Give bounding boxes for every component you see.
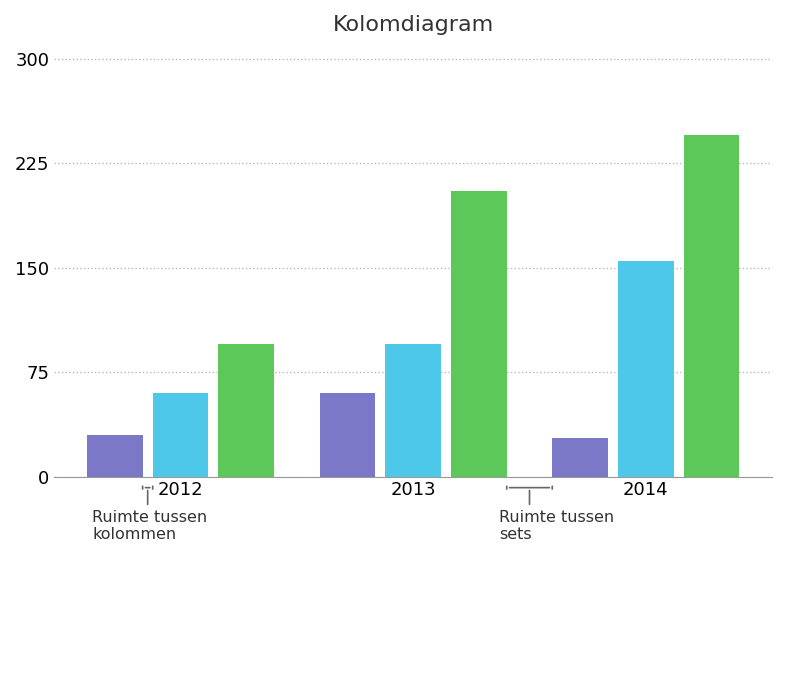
Bar bbox=[153, 393, 209, 477]
Bar bbox=[684, 136, 739, 477]
Bar bbox=[552, 438, 608, 477]
Bar bbox=[87, 435, 142, 477]
Bar bbox=[386, 344, 441, 477]
Bar bbox=[320, 393, 375, 477]
Bar bbox=[618, 260, 674, 477]
Bar bbox=[219, 344, 274, 477]
Text: Ruimte tussen
sets: Ruimte tussen sets bbox=[499, 510, 615, 542]
Bar bbox=[451, 191, 507, 477]
Title: Kolomdiagram: Kolomdiagram bbox=[333, 15, 493, 35]
Text: Ruimte tussen
kolommen: Ruimte tussen kolommen bbox=[92, 510, 207, 542]
